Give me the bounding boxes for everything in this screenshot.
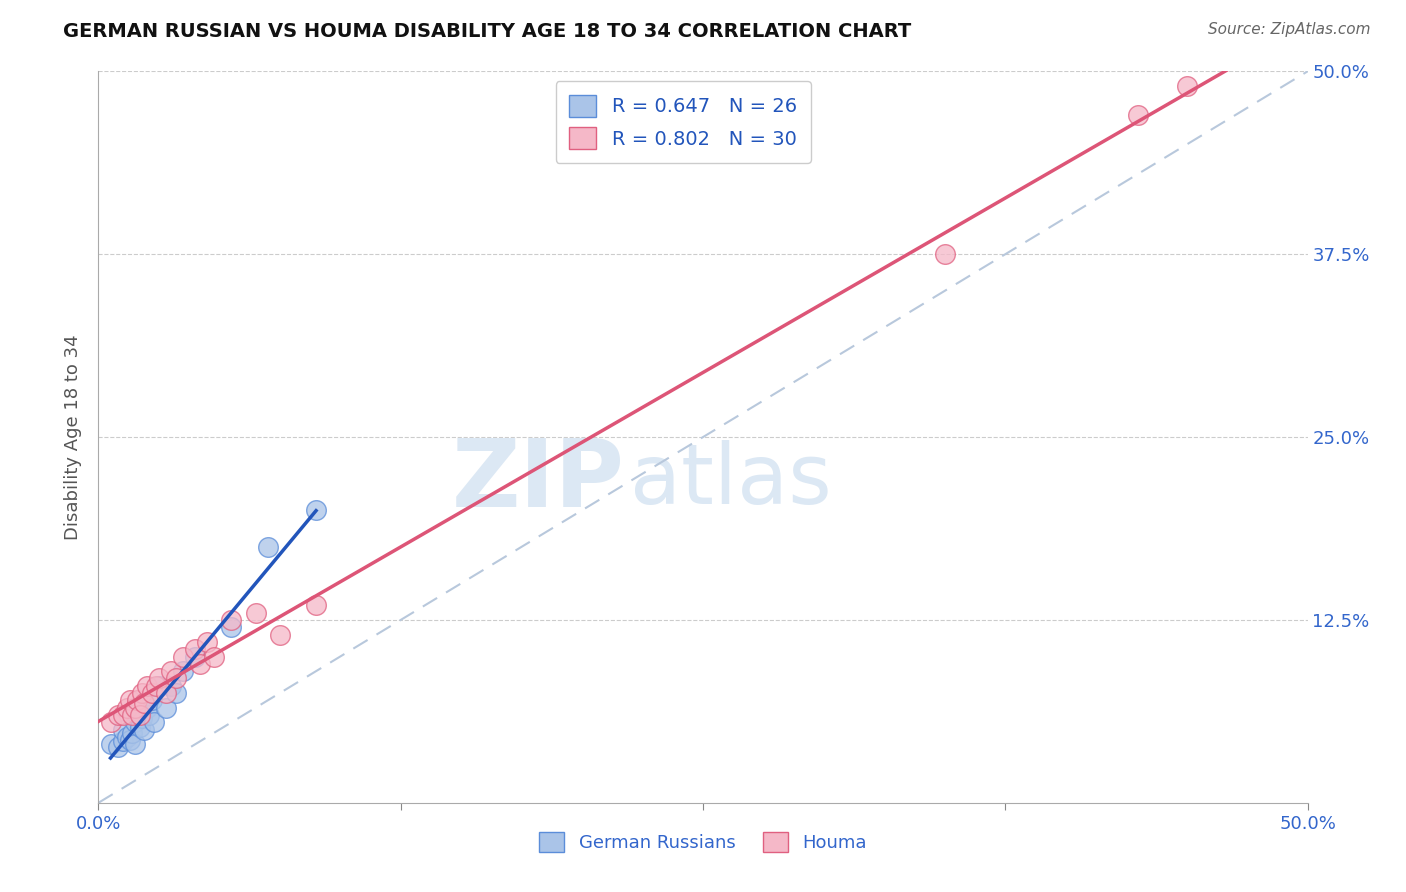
- Point: [127, 708, 149, 723]
- Point: [131, 711, 153, 725]
- Text: GERMAN RUSSIAN VS HOUMA DISABILITY AGE 18 TO 34 CORRELATION CHART: GERMAN RUSSIAN VS HOUMA DISABILITY AGE 1…: [63, 22, 911, 41]
- Point: [143, 715, 166, 730]
- Point: [135, 679, 157, 693]
- Y-axis label: Disability Age 18 to 34: Disability Age 18 to 34: [65, 334, 83, 540]
- Point: [124, 715, 146, 730]
- Point: [111, 723, 134, 737]
- Point: [204, 649, 226, 664]
- Point: [269, 627, 291, 641]
- Point: [305, 503, 328, 517]
- Point: [145, 679, 167, 693]
- Point: [117, 730, 139, 744]
- Point: [221, 620, 243, 634]
- Point: [138, 708, 160, 723]
- Point: [172, 664, 194, 678]
- Point: [1175, 78, 1198, 93]
- Point: [117, 700, 139, 714]
- Point: [135, 700, 157, 714]
- Point: [134, 723, 156, 737]
- Point: [1128, 108, 1150, 122]
- Point: [221, 613, 243, 627]
- Point: [188, 657, 211, 671]
- Point: [124, 737, 146, 751]
- Point: [934, 247, 956, 261]
- Point: [128, 720, 150, 734]
- Point: [160, 664, 183, 678]
- Legend: German Russians, Houma: German Russians, Houma: [529, 821, 877, 863]
- Text: Source: ZipAtlas.com: Source: ZipAtlas.com: [1208, 22, 1371, 37]
- Point: [100, 715, 122, 730]
- Point: [107, 708, 129, 723]
- Point: [155, 686, 177, 700]
- Point: [245, 606, 267, 620]
- Point: [184, 649, 207, 664]
- Text: atlas: atlas: [630, 441, 832, 522]
- Point: [111, 708, 134, 723]
- Point: [107, 740, 129, 755]
- Point: [141, 686, 163, 700]
- Text: ZIP: ZIP: [451, 435, 624, 527]
- Point: [118, 693, 141, 707]
- Point: [134, 696, 156, 710]
- Point: [124, 700, 146, 714]
- Point: [172, 649, 194, 664]
- Point: [256, 540, 278, 554]
- Point: [127, 693, 149, 707]
- Point: [121, 708, 143, 723]
- Point: [111, 734, 134, 748]
- Point: [184, 642, 207, 657]
- Point: [195, 635, 218, 649]
- Point: [165, 672, 187, 686]
- Point: [128, 708, 150, 723]
- Point: [118, 732, 141, 747]
- Point: [160, 679, 183, 693]
- Point: [141, 693, 163, 707]
- Point: [148, 679, 170, 693]
- Point: [131, 686, 153, 700]
- Point: [305, 599, 328, 613]
- Point: [148, 672, 170, 686]
- Point: [165, 686, 187, 700]
- Point: [155, 700, 177, 714]
- Point: [121, 725, 143, 739]
- Point: [100, 737, 122, 751]
